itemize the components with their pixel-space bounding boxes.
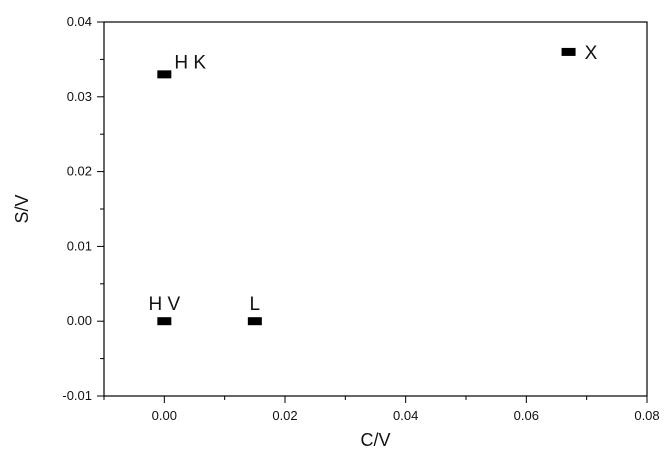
y-tick-label: 0.04 — [67, 14, 92, 29]
x-tick-label: 0.00 — [152, 408, 177, 423]
point-label: H K — [174, 52, 206, 73]
point-labels: H K X H V L — [148, 43, 597, 315]
data-point — [561, 47, 576, 56]
x-tick-label: 0.04 — [393, 408, 418, 423]
ticks: 0.00 0.02 0.04 0.06 0.08 -0.01 0.00 0.01 0.02 0.0… — [62, 14, 659, 423]
plot-frame — [103, 21, 648, 397]
y-tick-label: 0.02 — [67, 164, 92, 179]
point-label: L — [250, 294, 261, 315]
axes — [103, 21, 648, 397]
y-tick-label: -0.01 — [62, 388, 92, 403]
x-axis-label: C/V — [360, 430, 390, 450]
data-point — [247, 317, 262, 326]
point-label: X — [585, 43, 598, 64]
y-tick-label: 0.03 — [67, 89, 92, 104]
x-tick-label: 0.08 — [634, 408, 659, 423]
x-tick-label: 0.02 — [272, 408, 297, 423]
data-point — [157, 70, 172, 79]
data-points — [157, 47, 576, 326]
data-point — [157, 317, 172, 326]
y-tick-label: 0.01 — [67, 238, 92, 253]
y-tick-label: 0.00 — [67, 313, 92, 328]
point-label: H V — [148, 294, 180, 315]
x-tick-label: 0.06 — [514, 408, 539, 423]
y-axis-label: S/V — [12, 194, 32, 223]
